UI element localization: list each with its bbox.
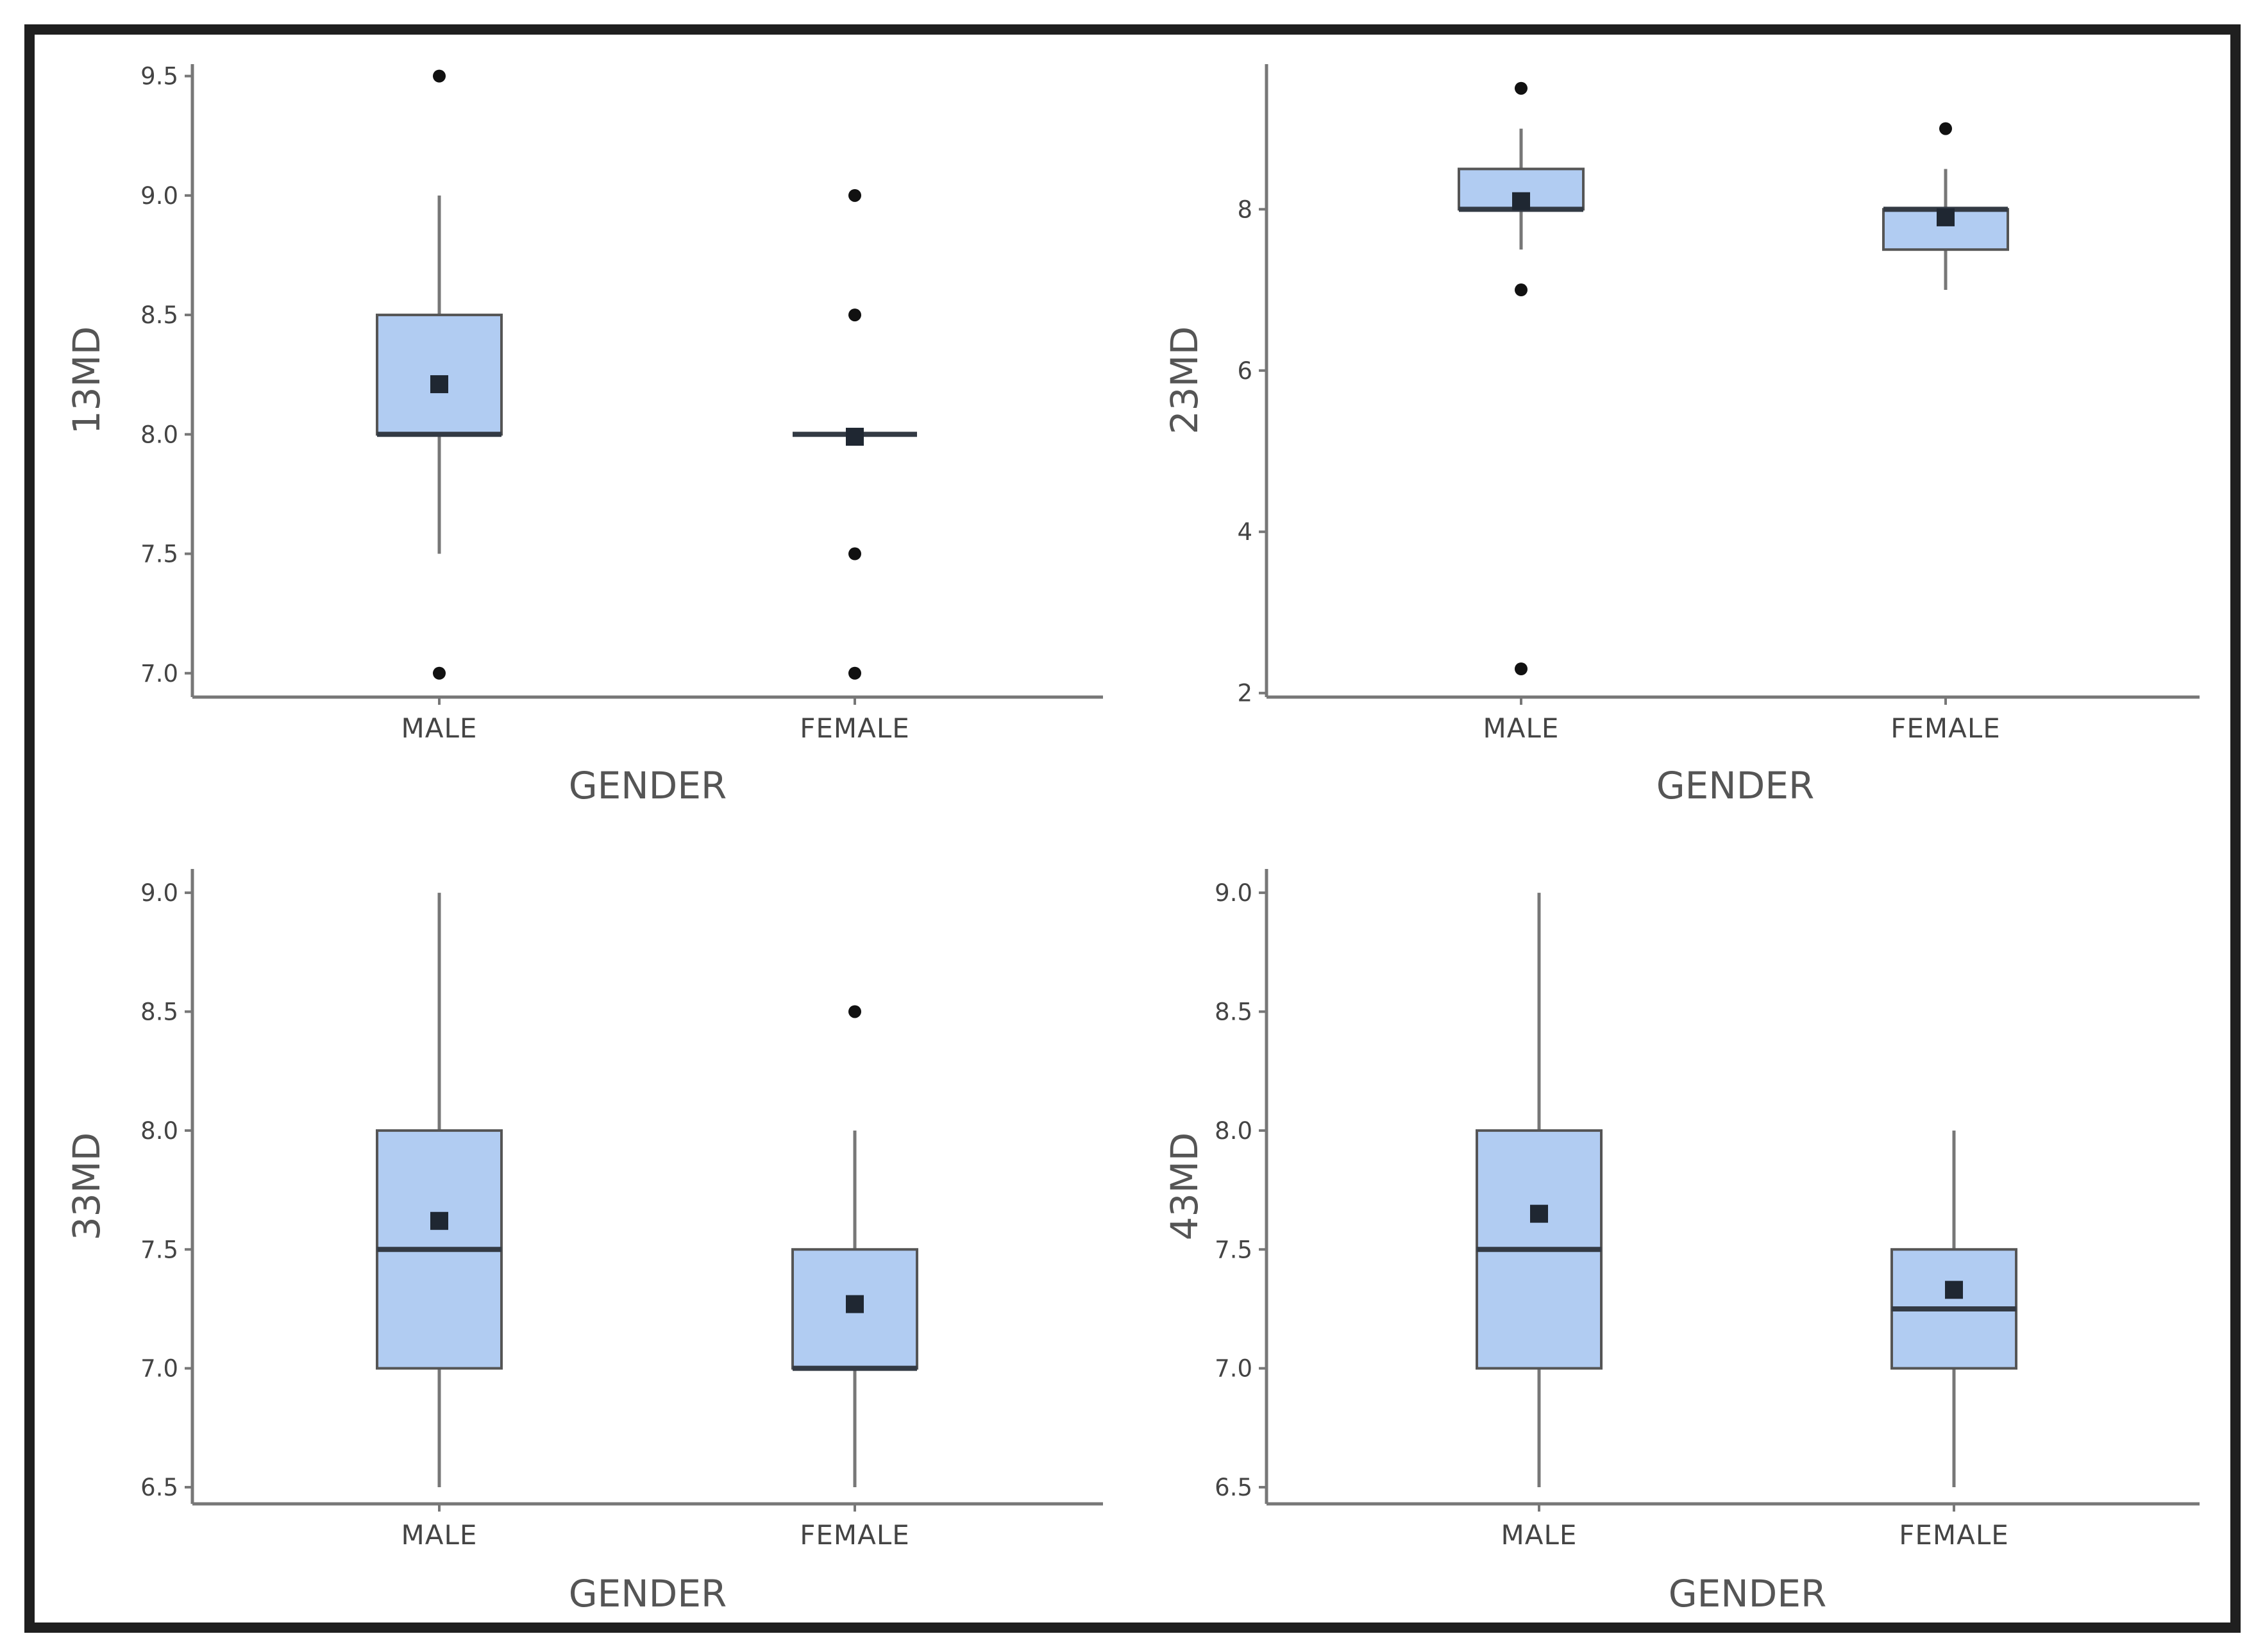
y-tick-label: 7.5 — [140, 541, 178, 568]
y-tick-label: 7.0 — [1215, 1355, 1252, 1383]
box-female — [791, 1005, 918, 1488]
chart-panel-bottom-right: 6.5 7.0 7.5 8.0 8.5 9.0 MALE FEMALE GENDER 43MD — [1163, 869, 2200, 1615]
mean-marker — [846, 1295, 864, 1313]
outlier-point — [1515, 81, 1528, 95]
outlier-point — [848, 308, 861, 322]
x-category-label: FEMALE — [800, 712, 910, 744]
outlier-point — [1515, 283, 1528, 297]
y-tick-label: 4 — [1237, 518, 1252, 546]
x-category-label: FEMALE — [800, 1519, 910, 1551]
y-tick-label: 8.0 — [1215, 1117, 1252, 1145]
mean-marker — [1530, 1204, 1548, 1223]
outlier-point — [848, 547, 861, 560]
x-category-label: MALE — [1483, 712, 1560, 744]
x-axis-title: GENDER — [569, 764, 727, 807]
chart-panel-top-left: 7.0 7.5 8.0 8.5 9.0 9.5 MALE FEMALE GENDER 13MD — [65, 63, 1103, 807]
outlier-point — [1515, 662, 1528, 675]
chart-panel-bottom-left: 6.5 7.0 7.5 8.0 8.5 9.0 MALE FEMALE GENDER 33MD — [65, 869, 1103, 1615]
x-axis-title: GENDER — [1656, 764, 1815, 807]
y-tick-label: 9.0 — [140, 879, 178, 907]
box-male — [376, 69, 503, 680]
box-male — [376, 893, 503, 1488]
mean-marker — [430, 1211, 448, 1230]
y-tick-label: 6.5 — [1215, 1474, 1252, 1501]
y-axis-title: 33MD — [65, 1133, 108, 1241]
x-category-label: FEMALE — [1890, 712, 2001, 744]
y-axis-title: 13MD — [65, 326, 108, 435]
x-category-label: MALE — [1501, 1519, 1578, 1551]
outlier-point — [433, 666, 446, 680]
x-category-label: FEMALE — [1899, 1519, 2009, 1551]
outlier-point — [848, 666, 861, 680]
y-tick-label: 9.0 — [1215, 879, 1252, 907]
y-tick-label: 8.5 — [140, 998, 178, 1025]
y-tick-label: 7.5 — [140, 1236, 178, 1263]
y-tick-label: 6 — [1237, 357, 1252, 385]
mean-marker — [430, 375, 448, 394]
chart-panel-top-right: 2 4 6 8 MALE FEMALE GENDER 23MD — [1163, 64, 2200, 807]
y-tick-label: 8 — [1237, 196, 1252, 223]
mean-marker — [1512, 192, 1530, 210]
x-category-label: MALE — [401, 712, 478, 744]
x-category-label: MALE — [401, 1519, 478, 1551]
y-tick-label: 8.0 — [140, 421, 178, 448]
mean-marker — [1937, 208, 1955, 226]
outlier-point — [848, 1005, 861, 1018]
iqr-box — [376, 314, 503, 436]
x-axis-title: GENDER — [569, 1572, 727, 1615]
y-axis-title: 43MD — [1163, 1133, 1206, 1241]
y-tick-label: 8.5 — [1215, 998, 1252, 1025]
outlier-point — [1939, 122, 1952, 135]
box-female — [1882, 122, 2009, 291]
y-tick-label: 7.0 — [140, 1355, 178, 1383]
y-tick-label: 6.5 — [140, 1474, 178, 1501]
y-tick-label: 8.5 — [140, 301, 178, 329]
x-axis-title: GENDER — [1669, 1572, 1827, 1615]
y-tick-label: 9.5 — [140, 63, 178, 90]
box-male — [1458, 81, 1585, 675]
y-tick-label: 9.0 — [140, 182, 178, 210]
mean-marker — [846, 428, 864, 446]
outlier-point — [433, 69, 446, 83]
y-tick-label: 2 — [1237, 680, 1252, 707]
box-female — [1890, 1130, 2017, 1488]
box-female — [793, 189, 917, 680]
y-axis-title: 23MD — [1163, 326, 1206, 435]
outlier-point — [848, 189, 861, 202]
mean-marker — [1945, 1281, 1963, 1299]
y-tick-label: 7.5 — [1215, 1236, 1252, 1263]
y-tick-label: 8.0 — [140, 1117, 178, 1145]
y-tick-label: 7.0 — [140, 660, 178, 687]
box-male — [1476, 893, 1603, 1488]
